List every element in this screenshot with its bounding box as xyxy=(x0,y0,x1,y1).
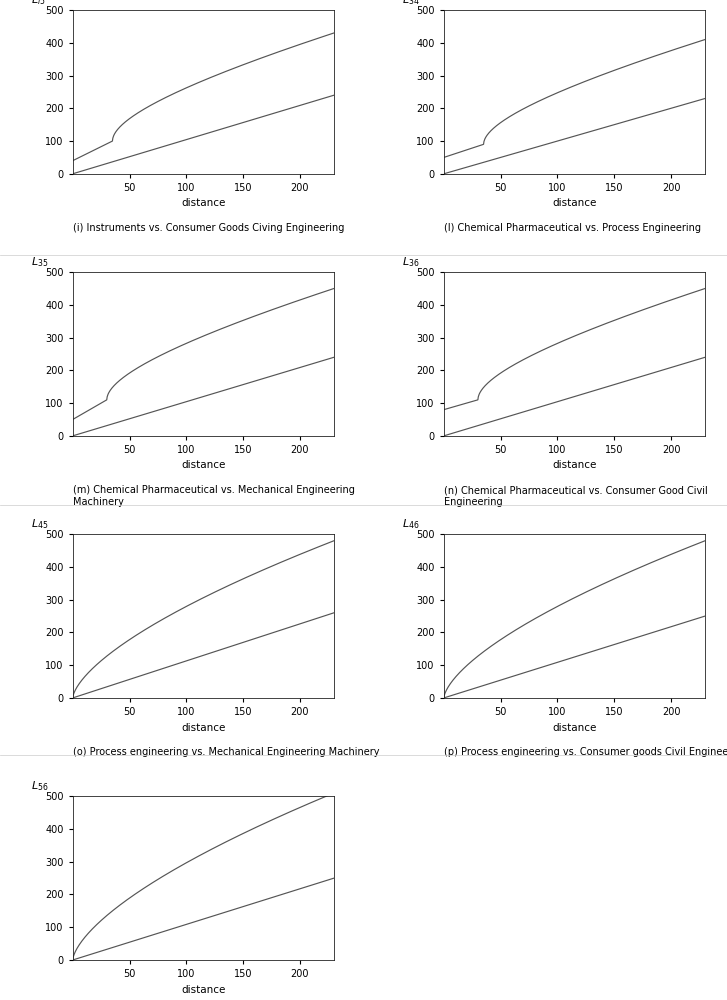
Text: (m) Chemical Pharmaceutical vs. Mechanical Engineering
Machinery: (m) Chemical Pharmaceutical vs. Mechanic… xyxy=(73,485,355,507)
Text: (i) Instruments vs. Consumer Goods Civing Engineering: (i) Instruments vs. Consumer Goods Civin… xyxy=(73,223,344,233)
Text: $L_{34}$: $L_{34}$ xyxy=(402,0,419,7)
X-axis label: distance: distance xyxy=(553,198,597,208)
X-axis label: distance: distance xyxy=(181,723,225,733)
Text: $L_{46}$: $L_{46}$ xyxy=(402,517,419,531)
X-axis label: distance: distance xyxy=(553,460,597,470)
Text: $L_{36}$: $L_{36}$ xyxy=(402,255,419,269)
Text: $L_{56}$: $L_{56}$ xyxy=(31,779,49,793)
Text: $L_{45}$: $L_{45}$ xyxy=(31,517,48,531)
Text: (o) Process engineering vs. Mechanical Engineering Machinery: (o) Process engineering vs. Mechanical E… xyxy=(73,747,379,757)
X-axis label: distance: distance xyxy=(553,723,597,733)
Text: $L_{i5}$: $L_{i5}$ xyxy=(31,0,46,7)
Text: (n) Chemical Pharmaceutical vs. Consumer Good Civil
Engineering: (n) Chemical Pharmaceutical vs. Consumer… xyxy=(443,485,707,507)
Text: $L_{35}$: $L_{35}$ xyxy=(31,255,48,269)
X-axis label: distance: distance xyxy=(181,198,225,208)
X-axis label: distance: distance xyxy=(181,985,225,995)
X-axis label: distance: distance xyxy=(181,460,225,470)
Text: (l) Chemical Pharmaceutical vs. Process Engineering: (l) Chemical Pharmaceutical vs. Process … xyxy=(443,223,701,233)
Text: (p) Process engineering vs. Consumer goods Civil Engineering: (p) Process engineering vs. Consumer goo… xyxy=(443,747,727,757)
